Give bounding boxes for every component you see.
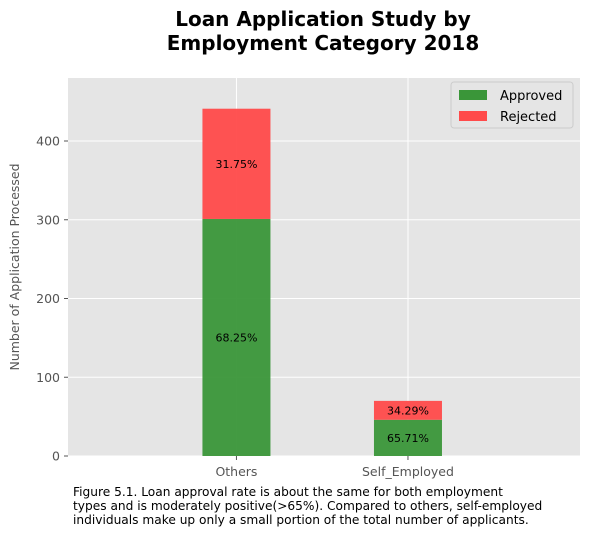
bar-rejected-others [202,108,271,219]
data-label-approved-self_employed: 65.71% [387,432,429,445]
y-tick-label-0: 0 [52,449,60,464]
bar-approved-others [202,218,271,456]
y-tick-label-400: 400 [36,134,60,149]
x-tick-label-self_employed: Self_Employed [362,464,454,479]
data-label-rejected-self_employed: 34.29% [387,404,429,417]
bar-approved-self_employed [373,419,442,456]
chart-title-line-2: Employment Category 2018 [167,31,480,55]
figure-caption: Figure 5.1. Loan approval rate is about … [73,485,593,527]
bar-rejected-self_employed [373,400,442,420]
y-tick-label-300: 300 [36,212,60,227]
stacked-bar-chart: 68.25% 31.75% 65.71% 34.29% 0 100 200 300 400 Oth… [7,7,580,479]
data-label-rejected-others: 31.75% [215,158,257,171]
data-label-approved-others: 68.25% [215,331,257,344]
legend-swatch-rejected [459,111,487,121]
caption-line-1: Figure 5.1. Loan approval rate is about … [73,485,503,499]
caption-line-3: individuals make up only a small portion… [73,513,529,527]
plot-area [68,78,580,456]
chart-title-line-1: Loan Application Study by [175,7,471,31]
caption-line-2: types and is moderately positive(>65%). … [73,499,543,513]
legend-swatch-approved [459,90,487,100]
y-tick-label-100: 100 [36,370,60,385]
x-tick-label-others: Others [215,464,257,479]
y-tick-label-200: 200 [36,291,60,306]
legend-label-rejected: Rejected [500,110,557,125]
y-axis-label: Number of Application Processed [7,163,22,370]
legend-label-approved: Approved [500,89,562,104]
